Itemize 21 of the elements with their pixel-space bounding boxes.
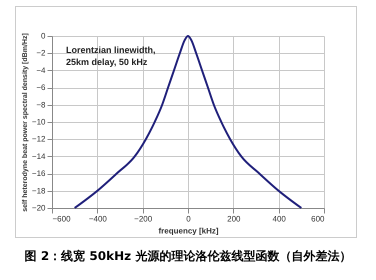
y-tick-label: −20 <box>32 204 46 212</box>
annotation: Lorentzian linewidth, 25km delay, 50 kHz <box>66 45 156 67</box>
y-tick-label: −14 <box>32 152 46 161</box>
y-tick-label: −18 <box>32 186 46 196</box>
x-tick-label: 400 <box>272 214 286 224</box>
y-tick-label: −16 <box>32 169 46 178</box>
x-tick-label: −600 <box>52 214 72 224</box>
y-tick-label: −12 <box>32 134 46 144</box>
x-axis-title: frequency [kHz] <box>158 226 219 236</box>
y-tick-label: −2 <box>36 48 46 58</box>
y-tick-label: 0 <box>41 32 46 40</box>
x-tick-label: 600 <box>311 214 326 224</box>
x-tick-label: −200 <box>134 214 153 224</box>
y-tick-label: −10 <box>32 118 46 126</box>
y-tick-label: −4 <box>36 66 46 75</box>
x-tick-label: 200 <box>227 214 242 224</box>
x-tick-label: −400 <box>88 214 108 224</box>
y-tick-label: −8 <box>36 100 46 110</box>
y-tick-label: −6 <box>36 83 46 92</box>
caption: 图 2：线宽 50kHz 光源的理论洛伦兹线型函数（自外差法） <box>24 248 352 265</box>
x-tick-label: 0 <box>186 214 192 224</box>
